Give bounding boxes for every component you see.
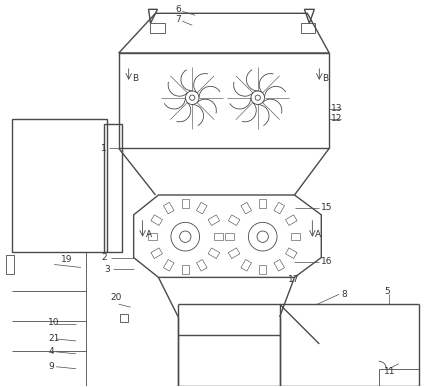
Text: 19: 19 bbox=[61, 255, 73, 264]
Text: 15: 15 bbox=[321, 204, 333, 212]
Bar bbox=[5, 255, 13, 274]
Text: 7: 7 bbox=[175, 15, 181, 24]
Text: 17: 17 bbox=[288, 275, 299, 284]
Text: B: B bbox=[322, 74, 328, 83]
Text: A: A bbox=[315, 230, 322, 239]
Text: 20: 20 bbox=[111, 293, 122, 302]
Bar bbox=[120, 314, 128, 322]
Text: 11: 11 bbox=[384, 367, 395, 376]
Text: 4: 4 bbox=[48, 348, 54, 356]
Text: 16: 16 bbox=[321, 257, 333, 266]
Text: A: A bbox=[145, 230, 152, 239]
Text: 12: 12 bbox=[331, 114, 343, 123]
Text: 3: 3 bbox=[104, 265, 110, 274]
Text: 9: 9 bbox=[48, 362, 54, 371]
Text: 6: 6 bbox=[175, 5, 181, 14]
Text: 5: 5 bbox=[384, 287, 390, 296]
Text: 1: 1 bbox=[101, 144, 107, 153]
Bar bbox=[104, 125, 122, 252]
Text: 10: 10 bbox=[48, 318, 60, 327]
Text: 8: 8 bbox=[341, 290, 347, 299]
Text: 21: 21 bbox=[48, 334, 60, 343]
Text: B: B bbox=[132, 74, 138, 83]
Bar bbox=[12, 118, 107, 252]
Text: 2: 2 bbox=[101, 253, 107, 262]
Bar bbox=[301, 23, 315, 33]
Bar bbox=[119, 53, 329, 148]
Text: 13: 13 bbox=[331, 104, 343, 113]
Bar bbox=[149, 23, 165, 33]
